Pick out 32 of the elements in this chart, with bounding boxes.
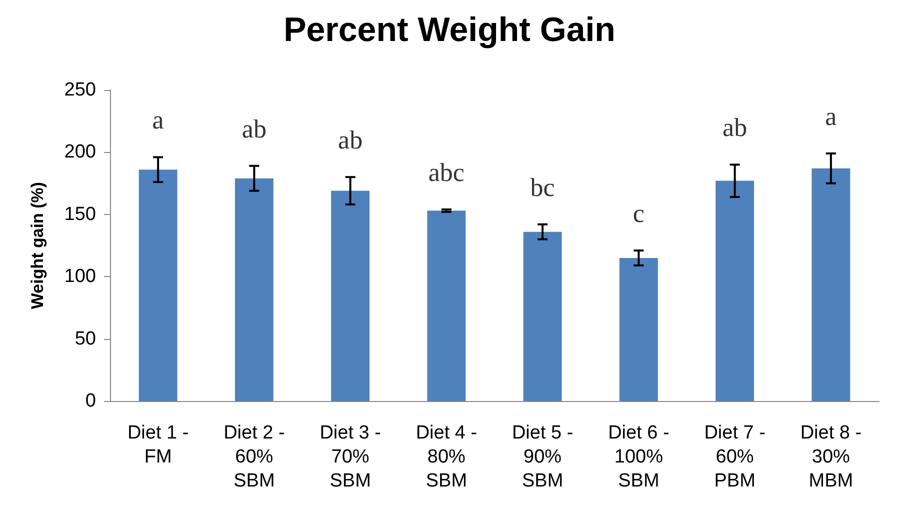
y-tick-label: 250 (64, 80, 96, 100)
bar (619, 258, 658, 401)
x-tick-label: Diet 7 - 60% PBM (704, 422, 766, 492)
y-tick-label: 50 (74, 328, 96, 350)
x-tick-label: Diet 8 - 30% MBM (800, 422, 862, 492)
y-tick-label: 200 (64, 142, 96, 163)
annotation: abc (428, 158, 464, 187)
x-tick-label: Diet 5 - 90% SBM (512, 422, 574, 492)
bar (234, 178, 274, 401)
y-tick-label: 150 (64, 204, 96, 225)
x-tick-label: Diet 4 - 80% SBM (416, 422, 478, 492)
chart-title: Percent Weight Gain (284, 11, 616, 49)
y-tick-label: 0 (85, 390, 96, 412)
annotation: a (152, 106, 164, 135)
y-axis-title: Weight gain (%) (28, 182, 47, 310)
x-tick-label: Diet 1 - FM (127, 422, 189, 468)
annotation: ab (338, 126, 363, 155)
bar (716, 180, 754, 401)
bar (138, 170, 178, 401)
annotation: bc (530, 172, 555, 202)
bar (427, 210, 466, 401)
bar (812, 168, 850, 401)
annotation: a (825, 102, 838, 131)
x-tick-label: Diet 2 - 60% SBM (224, 422, 285, 492)
bar (523, 232, 562, 401)
x-tick-label: Diet 3 - 70% SBM (320, 422, 381, 492)
x-tick-label: Diet 6 - 100% SBM (608, 422, 670, 492)
y-tick-label: 100 (64, 266, 96, 288)
annotation: ab (722, 113, 748, 142)
annotation: c (632, 198, 644, 228)
bar (331, 190, 370, 401)
annotation: ab (242, 114, 266, 144)
